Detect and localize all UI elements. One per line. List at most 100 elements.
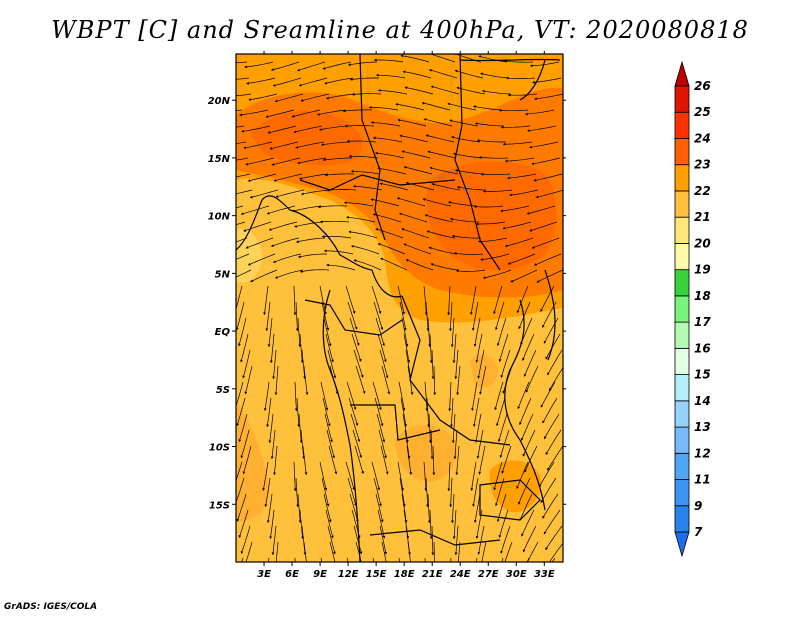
streamline [452,333,457,364]
streamline [407,365,414,396]
colorbar-label: 17 [694,315,711,329]
shade-21-south [395,425,458,482]
wbpt-shading [236,54,563,562]
streamline [246,77,276,85]
streamline [321,301,330,331]
streamline [381,365,391,395]
border-9 [459,58,561,62]
streamline [351,509,361,539]
streamline [476,139,506,143]
streamline [424,381,429,412]
streamline [355,365,366,395]
streamline [375,228,404,239]
streamline [398,381,406,411]
streamline [404,86,434,95]
streamline [377,243,406,255]
streamline [451,493,455,524]
streamlines [236,54,563,562]
streamline [498,509,509,539]
colorbar-label: 11 [694,473,711,487]
streamline [272,77,302,87]
streamline [355,541,362,562]
streamline [476,429,484,459]
streamline [399,134,429,143]
rift-lakes [504,299,546,511]
streamline [399,301,407,331]
streamline [449,217,480,223]
streamline [506,173,537,180]
streamline [236,141,247,144]
streamline [399,477,406,507]
border-1 [359,54,386,241]
streamline [493,285,503,315]
streamline [317,205,348,209]
streamline [427,54,456,63]
streamline [502,221,532,230]
streamline [477,349,485,379]
streamline [481,89,512,95]
streamline [454,69,484,79]
streamline [317,109,347,116]
border-5 [350,404,441,441]
streamline [451,413,456,444]
colorbar-swatch [674,452,690,480]
streamline [507,253,536,265]
streamline [395,103,425,111]
colorbar-label: 14 [694,394,711,408]
streamline [474,122,505,127]
streamline [352,429,363,459]
streamline [475,333,483,363]
streamline [519,397,532,426]
streamline [495,477,505,507]
streamline [496,397,506,427]
colorbar-min-triangle [674,531,690,558]
colorbar-label: 13 [694,420,711,434]
streamline [449,301,453,332]
streamline [297,493,302,524]
streamline [529,61,560,68]
streamline [379,349,389,379]
streamline [529,221,558,232]
streamline [271,157,301,166]
colorbar-label: 25 [694,105,711,119]
coastline-southwest [322,289,361,562]
streamline [351,333,362,362]
streamline [236,237,248,243]
streamline [344,124,375,128]
lon-tick-label: 30E [506,569,527,580]
streamline [477,525,485,555]
streamline [431,349,435,380]
streamline [405,259,434,271]
streamline [447,461,451,492]
streamline [477,237,508,243]
streamline [329,541,336,562]
streamline [293,125,323,134]
streamline [236,461,243,482]
streamline [324,413,333,443]
streamline [267,125,297,134]
streamline [236,269,252,278]
streamline [400,397,407,427]
streamline [451,234,482,239]
colorbar-label: 9 [694,499,702,513]
streamline [270,237,300,247]
streamline [250,269,278,283]
streamline [296,397,301,428]
streamline [322,61,352,70]
map-title: WBPT [C] and Sreamline at 400hPa, VT: 20… [51,16,749,44]
streamline [401,228,430,239]
streamline [516,461,529,490]
streamline [325,509,334,539]
streamline [242,445,252,475]
streamline [249,189,279,199]
streamline [482,189,513,193]
streamline [516,285,529,314]
streamline [241,125,271,133]
streamline [293,285,297,316]
streamline [269,333,275,364]
streamline [455,269,486,273]
streamline [456,86,486,95]
streamline [400,54,430,63]
streamline [423,118,453,127]
streamline [531,237,560,249]
